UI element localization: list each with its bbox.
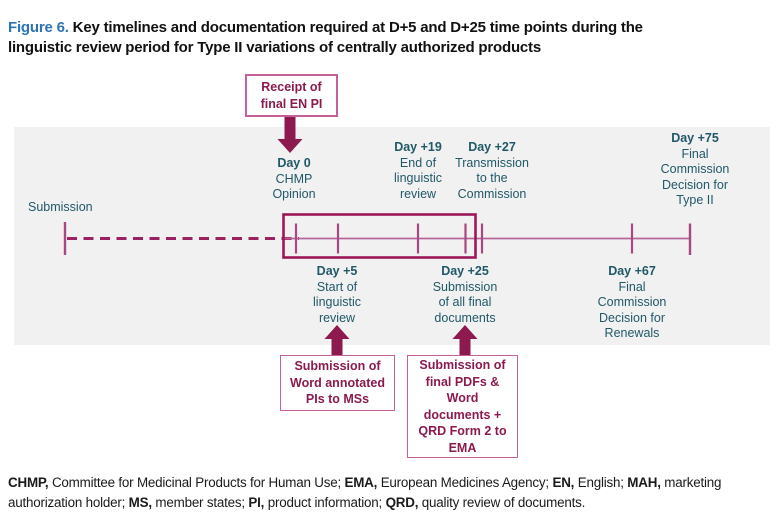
milestone-day5: Day +5 Start of linguistic review [297, 264, 377, 326]
milestone-desc: Final Commission Decision for Renewals [597, 279, 667, 341]
figure-title: Key timelines and documentation required… [8, 19, 643, 56]
abbr-qrd: QRD, [385, 494, 419, 510]
submission-label: Submission [28, 200, 93, 214]
figure-caption: Figure 6. Key timelines and documentatio… [8, 18, 684, 58]
receipt-final-en-pi-box: Receipt of final EN PI [245, 74, 338, 117]
abbr-qrd-def: quality review of documents. [418, 494, 586, 510]
abbr-ema-def: European Medicines Agency; [377, 475, 553, 491]
milestone-day-label: Day +27 [468, 140, 516, 154]
milestone-day67: Day +67 Final Commission Decision for Re… [582, 264, 682, 342]
abbreviations-footnote: CHMP, Committee for Medicinal Products f… [8, 473, 784, 512]
milestone-desc: Submission of all final documents [432, 279, 498, 325]
milestone-day0: Day 0 CHMP Opinion [254, 156, 334, 203]
abbr-ms: MS, [128, 494, 152, 510]
milestone-desc: Final Commission Decision for Type II [660, 146, 730, 208]
abbr-ema: EMA, [344, 475, 378, 491]
milestone-day-label: Day +75 [671, 131, 719, 145]
milestone-day75: Day +75 Final Commission Decision for Ty… [645, 131, 745, 209]
abbr-chmp: CHMP, [8, 475, 49, 491]
milestone-day-label: Day +19 [394, 140, 442, 154]
milestone-desc: CHMP Opinion [272, 171, 316, 202]
milestone-day-label: Day 0 [277, 156, 311, 170]
abbr-pi: PI, [248, 494, 265, 510]
milestone-day25: Day +25 Submission of all final document… [420, 264, 510, 326]
milestone-desc: Start of linguistic review [313, 279, 361, 325]
word-pis-callout-box: Submission of Word annotated PIs to MSs [280, 355, 395, 411]
milestone-day-label: Day +67 [608, 264, 656, 278]
abbr-en-def: English; [574, 475, 628, 491]
abbr-pi-def: product information; [264, 494, 386, 510]
milestone-desc: Transmission to the Commission [455, 155, 529, 201]
milestone-day-label: Day +25 [441, 264, 489, 278]
figure-number: Figure 6. [8, 19, 69, 36]
abbr-ms-def: member states; [151, 494, 249, 510]
milestone-day27: Day +27 Transmission to the Commission [445, 140, 539, 202]
milestone-day-label: Day +5 [316, 264, 358, 278]
milestone-day19: Day +19 End of linguistic review [378, 140, 458, 202]
final-docs-callout-box: Submission of final PDFs & Word document… [407, 355, 518, 458]
abbr-mah: MAH, [627, 475, 661, 491]
milestone-desc: End of linguistic review [394, 155, 442, 201]
abbr-chmp-def: Committee for Medicinal Products for Hum… [48, 475, 345, 491]
abbr-en: EN, [552, 475, 575, 491]
